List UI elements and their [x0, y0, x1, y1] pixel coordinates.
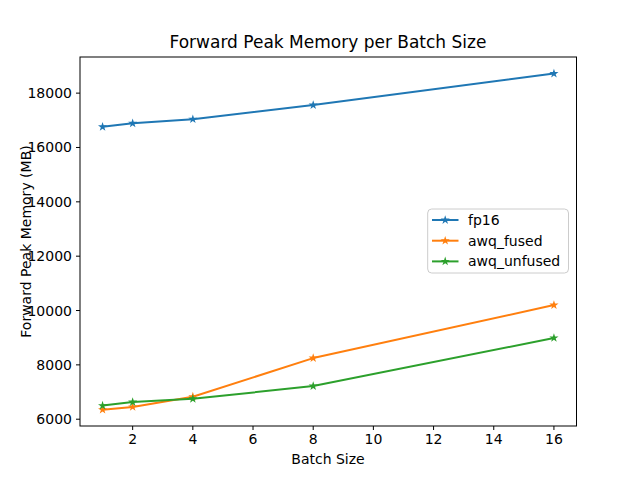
line-chart: 2 4 6 8 10 12 14 16 6000 8000 10000 12000 14000 16000… [0, 0, 640, 480]
y-tick-label: 10000 [27, 303, 72, 319]
legend-label-awq_fused: awq_fused [468, 233, 543, 249]
x-tick-label: 16 [545, 431, 563, 447]
x-tick-label: 12 [425, 431, 443, 447]
figure-canvas: 2 4 6 8 10 12 14 16 6000 8000 10000 12000 14000 16000… [0, 0, 640, 480]
series-line-fp16 [103, 74, 554, 127]
legend: fp16 awq_fused awq_unfused [428, 209, 569, 273]
series-line-awq_fused [103, 305, 554, 410]
x-tick-label: 2 [128, 431, 137, 447]
x-tick-label: 8 [309, 431, 318, 447]
x-axis-label: Batch Size [291, 451, 364, 467]
x-tick-label: 14 [485, 431, 503, 447]
y-tick-label: 18000 [27, 85, 72, 101]
y-tick-label: 14000 [27, 194, 72, 210]
series-marker-awq_unfused [549, 333, 558, 342]
y-tick-label: 16000 [27, 139, 72, 155]
y-axis-label: Forward Peak Memory (MB) [18, 145, 34, 337]
y-tick-label: 6000 [36, 411, 72, 427]
chart-title: Forward Peak Memory per Batch Size [170, 32, 487, 52]
x-tick-label: 6 [249, 431, 258, 447]
legend-label-awq_unfused: awq_unfused [468, 253, 560, 269]
x-tick-label: 10 [364, 431, 382, 447]
legend-label-fp16: fp16 [468, 212, 500, 228]
y-tick-label: 8000 [36, 357, 72, 373]
x-tick-label: 4 [188, 431, 197, 447]
series-marker-awq_fused [549, 300, 558, 309]
series-line-awq_unfused [103, 338, 554, 406]
y-tick-label: 12000 [27, 248, 72, 264]
